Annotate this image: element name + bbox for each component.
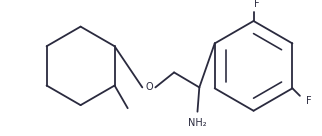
Text: O: O [145,82,153,92]
Text: NH₂: NH₂ [188,118,207,128]
Text: F: F [306,96,311,106]
Text: F: F [254,0,260,9]
